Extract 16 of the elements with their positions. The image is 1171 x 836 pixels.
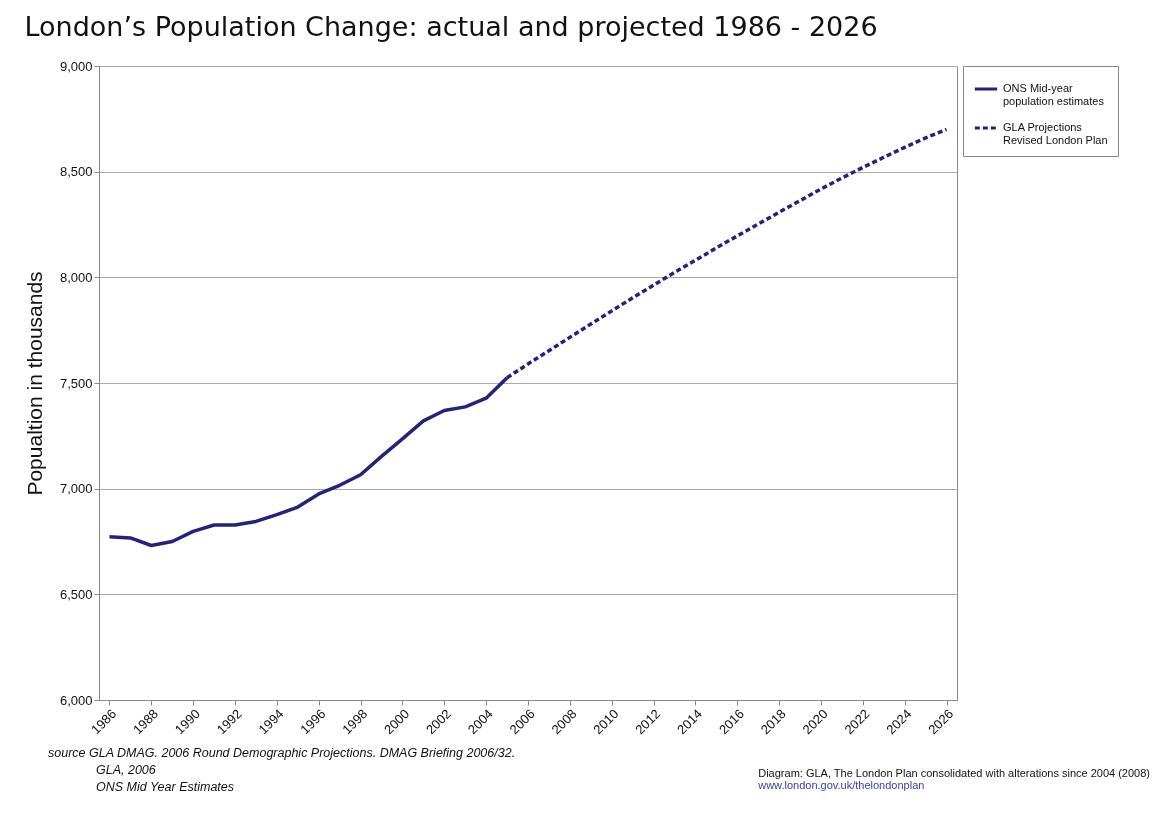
y-tick-label: 6,500	[59, 586, 93, 602]
legend-label: ONS Mid-year population estimates	[1003, 82, 1105, 107]
y-tick-label: 7,000	[59, 481, 93, 497]
text: GLA, 2006	[95, 762, 157, 779]
text: Diagram: GLA, The London Plan consolidated with alterations since 2004 (2008)	[758, 767, 1150, 779]
y-tick-label: 7,500	[59, 375, 93, 391]
legend-label: GLA Projections Revised London Plan	[1003, 121, 1108, 146]
chart-title: London’s Population Change: actual and projected 1986 - 2026	[24, 11, 878, 42]
y-axis-title: Popualtion in thousands	[22, 271, 46, 496]
y-tick-label: 8,000	[59, 269, 93, 285]
y-tick-label: 9,000	[59, 58, 93, 74]
y-tick-label: 8,500	[59, 164, 93, 180]
source-note: source GLA DMAG. 2006 Round Demographic Projections. DMAG Briefing 2006/32.	[48, 745, 516, 762]
y-tick-label: 6,000	[59, 692, 93, 708]
text: ONS Mid Year Estimates	[95, 779, 235, 796]
text: www.london.gov.uk/thelondonplan	[758, 779, 926, 791]
